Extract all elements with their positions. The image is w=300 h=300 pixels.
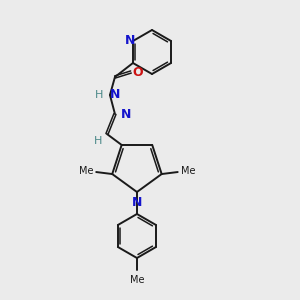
Text: Me: Me (181, 166, 195, 176)
Text: O: O (133, 65, 143, 79)
Text: N: N (110, 88, 120, 101)
Text: H: H (94, 90, 103, 100)
Text: Me: Me (79, 166, 93, 176)
Text: N: N (125, 34, 135, 46)
Text: H: H (94, 136, 102, 146)
Text: Me: Me (130, 275, 144, 285)
Text: N: N (132, 196, 142, 209)
Text: N: N (121, 107, 131, 121)
